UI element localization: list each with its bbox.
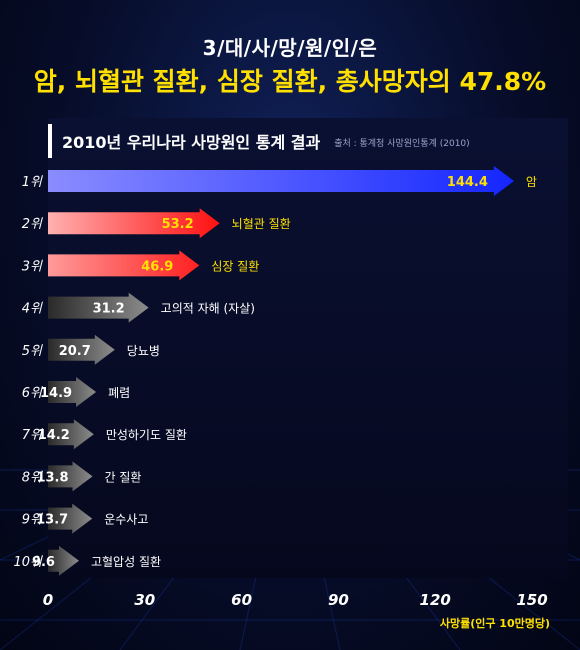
rank-label: 1위	[22, 175, 43, 190]
rank-label: 9위	[22, 513, 43, 528]
category-label: 당뇨병	[127, 344, 160, 358]
rank-label: 10위	[13, 555, 43, 570]
bar-arrow	[48, 334, 115, 365]
x-tick-label: 0	[43, 591, 53, 609]
category-label: 고의적 자해 (자살)	[161, 302, 255, 316]
x-tick-label: 90	[328, 591, 349, 609]
x-tick-label: 150	[516, 591, 547, 609]
category-label: 심장 질환	[211, 259, 259, 273]
bar-value-label: 53.2	[162, 217, 194, 232]
chart-panel	[48, 118, 568, 578]
category-label: 암	[526, 175, 537, 189]
rank-label: 4위	[22, 302, 43, 317]
bar-arrow	[48, 250, 200, 281]
x-tick-label: 120	[420, 591, 451, 609]
bar-arrow	[48, 292, 149, 323]
bar-value-label: 13.7	[36, 513, 68, 528]
bar-arrow	[48, 503, 93, 534]
bar-value-label: 31.2	[93, 302, 125, 317]
headline: 3/대/사/망/원/인/은	[202, 36, 378, 60]
bar-value-label: 46.9	[141, 259, 173, 274]
category-label: 간 질환	[105, 470, 142, 484]
rank-label: 3위	[22, 259, 43, 274]
rank-label: 8위	[22, 470, 43, 485]
bar-value-label: 20.7	[59, 344, 91, 359]
category-label: 폐렴	[108, 386, 130, 400]
rank-label: 5위	[22, 344, 43, 359]
category-label: 뇌혈관 질환	[232, 217, 291, 231]
category-label: 만성하기도 질환	[106, 428, 187, 442]
x-axis-title: 사망률(인구 10만명당)	[439, 617, 550, 630]
category-label: 고혈압성 질환	[91, 555, 161, 569]
bar-value-label: 14.2	[38, 428, 70, 443]
x-tick-label: 30	[134, 591, 155, 609]
x-tick-label: 60	[231, 591, 252, 609]
bar-value-label: 14.9	[40, 386, 72, 401]
bar-arrow	[48, 166, 514, 196]
rank-label: 2위	[22, 217, 43, 232]
subheadline: 암, 뇌혈관 질환, 심장 질환, 총사망자의 47.8%	[33, 67, 547, 96]
chart-source: 출처 : 통계청 사망원인통계 (2010)	[334, 139, 470, 149]
bar-arrow	[48, 377, 97, 407]
bar-arrow	[48, 461, 93, 492]
chart-title-bar: 2010년 우리나라 사망원인 통계 결과 출처 : 통계청 사망원인통계 (2…	[48, 124, 568, 158]
bar-value-label: 13.8	[36, 470, 68, 485]
rank-label: 7위	[22, 428, 43, 443]
bar-arrow	[48, 208, 220, 239]
bar-value-label: 9.6	[32, 555, 55, 570]
bar-arrow	[48, 419, 94, 450]
bar-arrow	[48, 545, 79, 576]
bar-value-label: 144.4	[447, 175, 488, 190]
rank-label: 6위	[22, 386, 43, 401]
category-label: 운수사고	[104, 513, 148, 527]
chart-title: 2010년 우리나라 사망원인 통계 결과	[62, 133, 321, 152]
